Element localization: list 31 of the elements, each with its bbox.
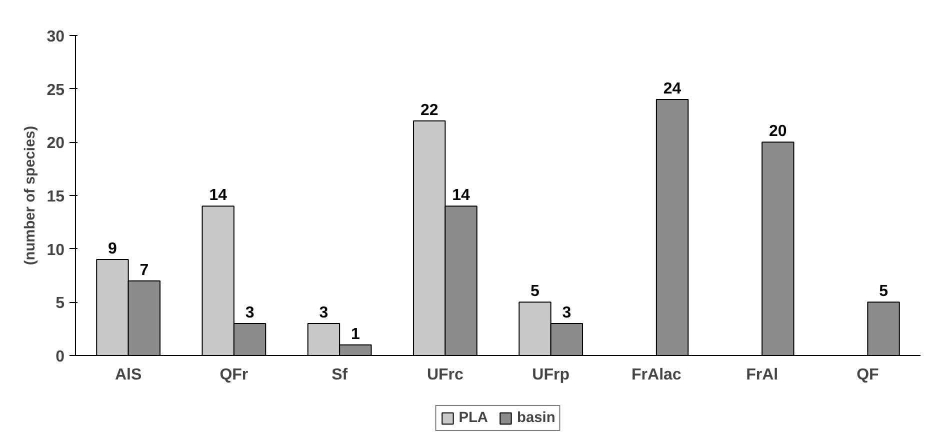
x-tick-label: FrAl <box>746 366 778 384</box>
y-tick-label: 20 <box>46 135 65 152</box>
data-label: 3 <box>562 304 572 322</box>
data-label: 5 <box>879 283 888 300</box>
y-tick-label: 25 <box>46 82 65 99</box>
data-label: 1 <box>350 326 360 343</box>
data-label: 24 <box>663 80 682 98</box>
legend-label: PLA <box>458 410 488 426</box>
data-label: 3 <box>319 304 328 322</box>
y-tick-label: 30 <box>46 28 65 46</box>
x-tick-label: UFrc <box>426 366 464 384</box>
y-tick-label: 0 <box>56 348 65 366</box>
y-tick-label: 15 <box>46 188 65 206</box>
data-label: 14 <box>452 187 470 204</box>
data-label: 20 <box>769 123 787 140</box>
y-tick-label: 5 <box>56 295 65 312</box>
x-tick-label: UFrp <box>532 366 570 384</box>
x-tick-label: FrAlac <box>632 366 682 384</box>
data-label: 9 <box>108 240 118 258</box>
x-tick-label: QFr <box>220 366 248 384</box>
data-label: 3 <box>245 304 254 322</box>
data-label: 14 <box>209 187 228 204</box>
y-axis-title: (number of species) <box>22 126 39 266</box>
data-label: 7 <box>140 262 149 279</box>
x-tick-label: QF <box>856 366 880 384</box>
y-tick-label: 10 <box>46 242 65 259</box>
data-label: 22 <box>420 102 438 119</box>
data-label: 5 <box>530 283 540 300</box>
x-tick-label: AlS <box>114 366 142 384</box>
x-tick-label: Sf <box>332 366 348 384</box>
legend-label: basin <box>517 410 556 426</box>
